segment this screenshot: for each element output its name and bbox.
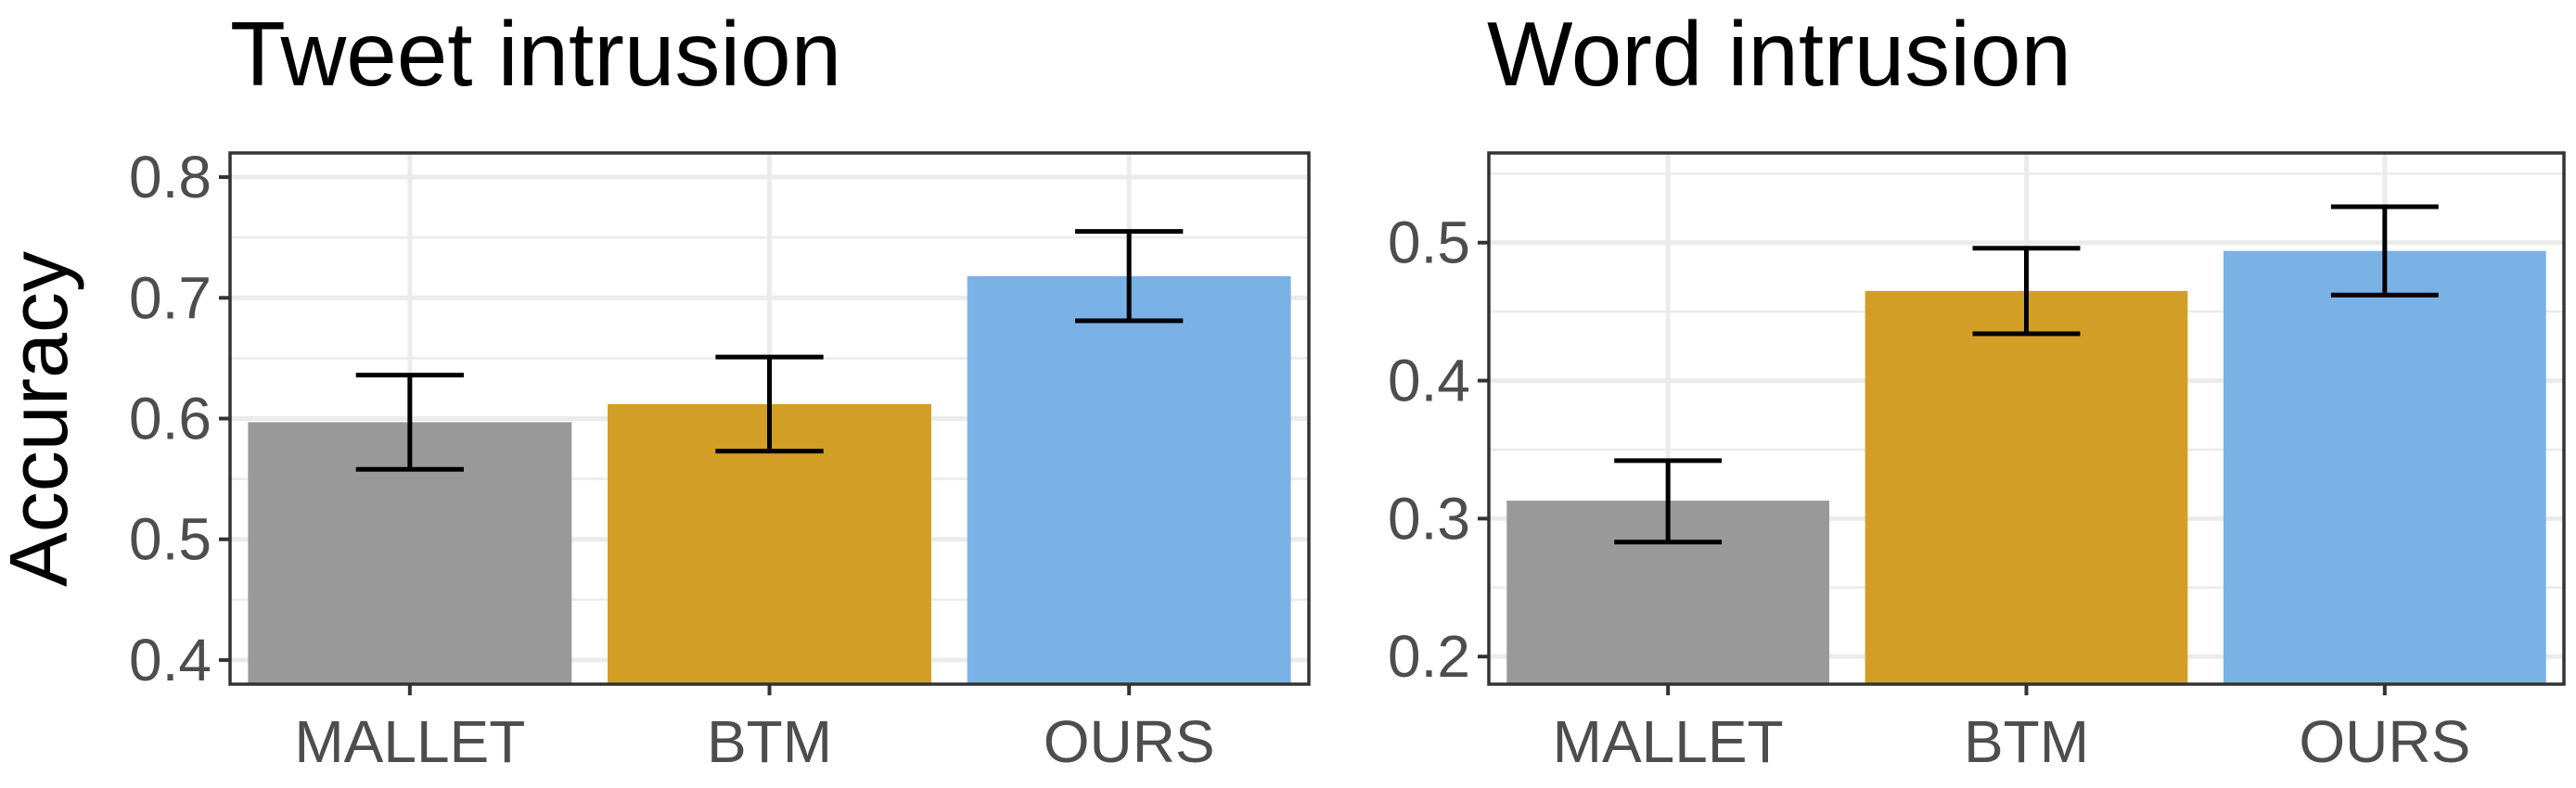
- panel-word-intrusion: Word intrusion 0.2 0.3 0.4 0.5 MALLET BTM OURS: [1388, 3, 2566, 775]
- y-tick-label: 0.4: [1388, 348, 1470, 414]
- y-tick-label: 0.2: [1388, 623, 1470, 690]
- chart-title: Tweet intrusion: [230, 3, 841, 105]
- x-tick-label: OURS: [1044, 708, 1215, 775]
- error-bar-mallet: [1614, 458, 1723, 545]
- error-bar-mallet: [355, 373, 464, 472]
- bar-btm: [1865, 290, 2188, 684]
- chart-title: Word intrusion: [1487, 3, 2071, 105]
- y-tick-label: 0.6: [129, 386, 211, 452]
- error-bar-btm: [715, 354, 824, 454]
- bar-ours: [2223, 250, 2546, 684]
- y-tick-label: 0.7: [129, 264, 211, 331]
- error-bar-ours: [1075, 229, 1184, 324]
- error-bar-ours: [2330, 204, 2439, 298]
- x-tick-label: BTM: [1964, 708, 2089, 775]
- y-axis-label: Accuracy: [0, 251, 84, 587]
- y-tick-label: 0.5: [1388, 210, 1470, 276]
- y-tick-label: 0.5: [129, 506, 211, 573]
- x-tick-label: MALLET: [294, 708, 525, 775]
- x-tick-label: BTM: [707, 708, 832, 775]
- y-tick-label: 0.4: [129, 627, 211, 693]
- panel-tweet-intrusion: Tweet intrusion 0.4 0.5 0.6 0.7 0.8 MALLET BTM…: [129, 3, 1311, 775]
- y-tick-label: 0.8: [129, 144, 211, 210]
- bar-ours: [967, 275, 1291, 684]
- y-tick-label: 0.3: [1388, 485, 1470, 552]
- x-tick-label: MALLET: [1553, 708, 1784, 775]
- error-bar-btm: [1972, 246, 2081, 337]
- x-tick-label: OURS: [2299, 708, 2470, 775]
